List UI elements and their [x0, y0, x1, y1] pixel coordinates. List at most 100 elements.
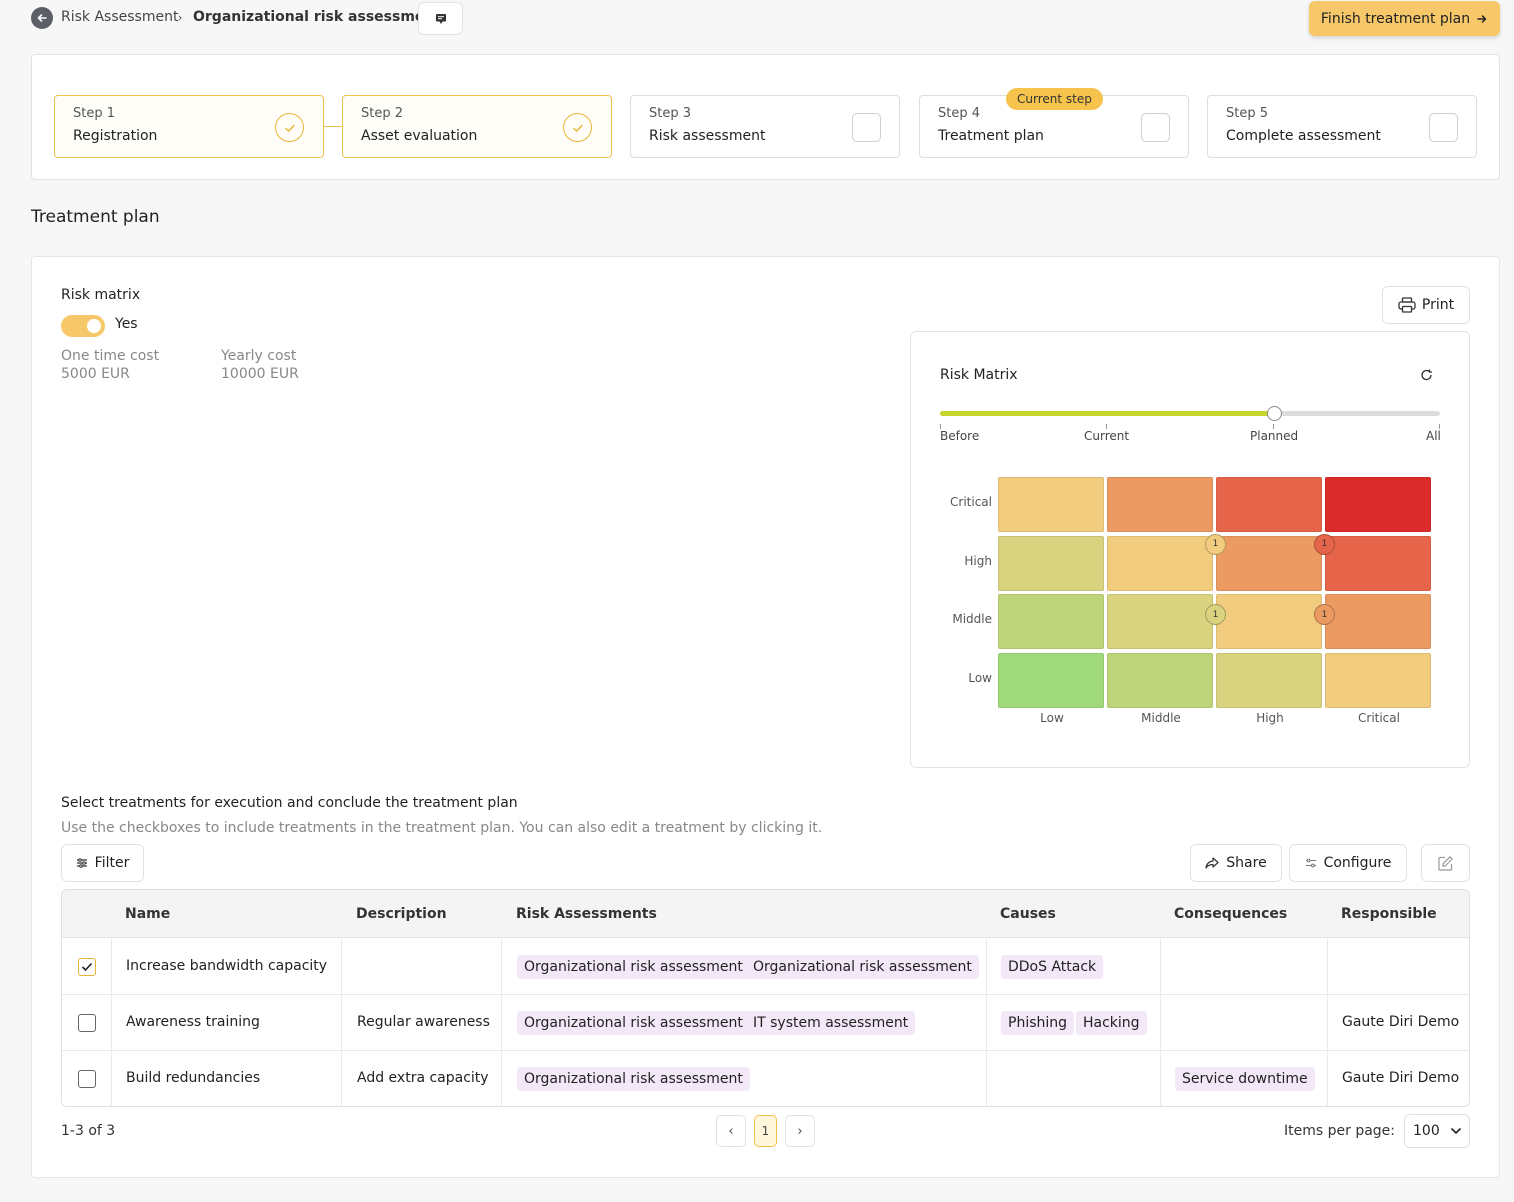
- chevron-right-icon: ›: [797, 1123, 803, 1139]
- treatment-description: Add extra capacity: [357, 1070, 489, 1086]
- comments-button[interactable]: [418, 2, 463, 35]
- matrix-cell-low-low[interactable]: [998, 652, 1104, 708]
- step-checkbox: [1141, 113, 1170, 142]
- refresh-icon[interactable]: [1419, 367, 1435, 387]
- risk-assessment-tag: Organizational risk assessment: [517, 1067, 750, 1091]
- risk-matrix-toggle[interactable]: [61, 315, 105, 337]
- matrix-cell-critical-critical[interactable]: [1325, 477, 1431, 532]
- table-row[interactable]: Awareness training Regular awareness Org…: [62, 995, 1469, 1051]
- step-risk-assessment[interactable]: Step 3 Risk assessment: [630, 95, 900, 158]
- filter-button[interactable]: Filter: [61, 844, 144, 882]
- share-icon: [1205, 857, 1219, 869]
- pagination-range: 1-3 of 3: [61, 1123, 116, 1139]
- treatment-name[interactable]: Build redundancies: [126, 1070, 261, 1086]
- toggle-knob: [87, 319, 101, 333]
- responsible: Gaute Diri Demo: [1342, 1014, 1460, 1030]
- treatment-name[interactable]: Increase bandwidth capacity: [126, 958, 328, 974]
- step-connector: [324, 126, 342, 127]
- chevron-down-icon: [1450, 1127, 1461, 1135]
- matrix-cell-high-critical[interactable]: [1325, 535, 1431, 591]
- responsible: Gaute Diri Demo: [1342, 1070, 1460, 1086]
- row-label-critical: Critical: [950, 495, 992, 509]
- column-header-responsible[interactable]: Responsible: [1341, 906, 1437, 922]
- treatment-name[interactable]: Awareness training: [126, 1014, 260, 1030]
- page-button[interactable]: 1: [754, 1115, 777, 1147]
- column-header-consequences[interactable]: Consequences: [1174, 906, 1288, 922]
- risk-count-marker[interactable]: 1: [1314, 604, 1335, 625]
- slider-label-current[interactable]: Current: [1084, 429, 1130, 443]
- breadcrumb-parent[interactable]: Risk Assessment: [61, 9, 179, 25]
- column-divider: [111, 939, 112, 995]
- risk-count-marker[interactable]: 1: [1205, 604, 1226, 625]
- filter-icon: [76, 858, 87, 868]
- print-button[interactable]: Print: [1382, 286, 1470, 324]
- chat-icon: [435, 13, 446, 24]
- col-label-middle: Middle: [1141, 711, 1181, 725]
- row-checkbox[interactable]: [78, 1014, 96, 1032]
- column-header-risk-assessments[interactable]: Risk Assessments: [516, 906, 657, 922]
- share-button[interactable]: Share: [1190, 844, 1282, 882]
- slider-handle[interactable]: [1266, 406, 1282, 421]
- column-divider: [1327, 1051, 1328, 1106]
- column-header-causes[interactable]: Causes: [1000, 906, 1056, 922]
- finish-treatment-plan-button[interactable]: Finish treatment plan: [1309, 1, 1500, 36]
- configure-button[interactable]: Configure: [1289, 844, 1407, 882]
- step-asset-evaluation[interactable]: Step 2 Asset evaluation: [342, 95, 612, 158]
- configure-label: Configure: [1323, 855, 1392, 871]
- column-divider: [341, 995, 342, 1051]
- risk-assessment-tag: Organizational risk assessment: [517, 955, 750, 979]
- treatments-table: Name Description Risk Assessments Causes…: [61, 889, 1470, 1107]
- risk-count-marker[interactable]: 1: [1205, 533, 1226, 555]
- check-icon: [563, 113, 592, 142]
- slider-label-all[interactable]: All: [1426, 429, 1441, 443]
- next-page-button[interactable]: ›: [785, 1115, 815, 1147]
- arrow-left-icon: [37, 14, 47, 22]
- row-checkbox[interactable]: [78, 958, 96, 976]
- matrix-cell-high-low[interactable]: [998, 535, 1104, 591]
- step-label: Registration: [73, 128, 158, 144]
- matrix-cell-middle-critical[interactable]: [1325, 594, 1431, 649]
- table-row[interactable]: Build redundancies Add extra capacity Or…: [62, 1051, 1469, 1106]
- matrix-cell-low-critical[interactable]: [1325, 652, 1431, 708]
- row-label-low: Low: [968, 671, 992, 685]
- column-divider: [1327, 995, 1328, 1051]
- check-icon: [81, 962, 93, 972]
- matrix-cell-low-high[interactable]: [1216, 652, 1322, 708]
- matrix-cell-low-middle[interactable]: [1107, 652, 1213, 708]
- matrix-cell-high-high[interactable]: [1216, 535, 1322, 591]
- cause-tag: DDoS Attack: [1001, 955, 1104, 979]
- matrix-cell-middle-high[interactable]: [1216, 594, 1322, 649]
- slider-label-planned[interactable]: Planned: [1250, 429, 1299, 443]
- step-checkbox: [852, 113, 881, 142]
- back-button[interactable]: [31, 7, 53, 29]
- step-checkbox: [1429, 113, 1458, 142]
- risk-count-marker[interactable]: 1: [1314, 533, 1335, 555]
- previous-page-button[interactable]: ‹: [716, 1115, 746, 1147]
- printer-icon: [1398, 297, 1416, 313]
- col-label-low: Low: [1040, 711, 1064, 725]
- step-complete-assessment[interactable]: Step 5 Complete assessment: [1207, 95, 1477, 158]
- slider-label-before[interactable]: Before: [940, 429, 980, 443]
- current-step-badge: Current step: [1006, 88, 1103, 110]
- matrix-cell-critical-middle[interactable]: [1107, 477, 1213, 532]
- slider-tick: [1106, 424, 1107, 429]
- items-per-page-select[interactable]: 100: [1404, 1114, 1470, 1148]
- cause-tag: Phishing: [1001, 1011, 1075, 1035]
- column-header-name[interactable]: Name: [125, 906, 171, 922]
- sliders-icon: [1305, 858, 1316, 868]
- chevron-left-icon: ‹: [728, 1123, 734, 1139]
- table-row[interactable]: Increase bandwidth capacity Organization…: [62, 939, 1469, 995]
- step-registration[interactable]: Step 1 Registration: [54, 95, 324, 158]
- matrix-cell-critical-high[interactable]: [1216, 477, 1322, 532]
- edit-button[interactable]: [1421, 844, 1470, 882]
- arrow-right-icon: [1477, 14, 1487, 23]
- matrix-cell-critical-low[interactable]: [998, 477, 1104, 532]
- matrix-cell-middle-middle[interactable]: [1107, 594, 1213, 649]
- matrix-cell-middle-low[interactable]: [998, 594, 1104, 649]
- matrix-cell-high-middle[interactable]: [1107, 535, 1213, 591]
- table-header: Name Description Risk Assessments Causes…: [62, 890, 1469, 938]
- timeline-slider[interactable]: [940, 411, 1440, 416]
- column-header-description[interactable]: Description: [356, 906, 447, 922]
- step-number: Step 5: [1226, 106, 1269, 121]
- row-checkbox[interactable]: [78, 1070, 96, 1088]
